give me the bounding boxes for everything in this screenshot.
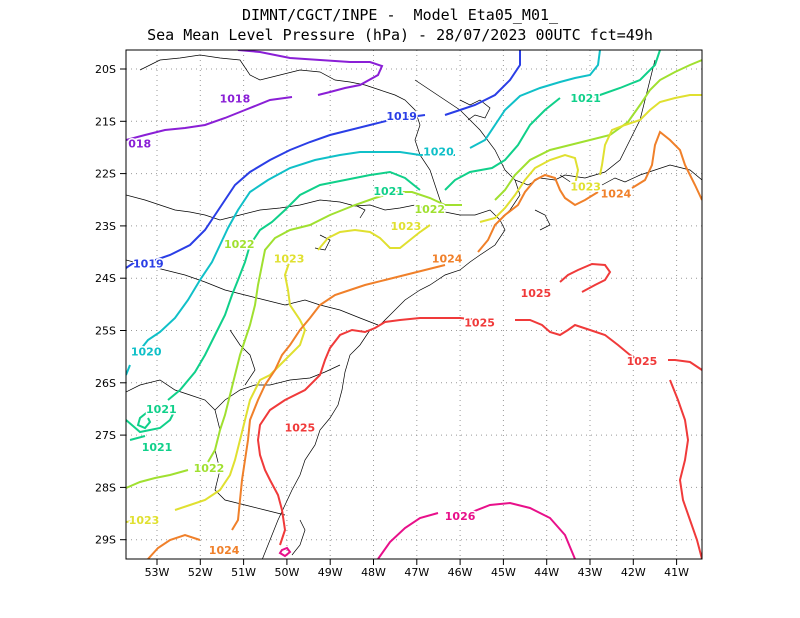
plot-background: [126, 50, 702, 559]
lat-tick-label: 26S: [95, 377, 116, 390]
isobar-label: 1022: [414, 203, 445, 216]
lat-tick-label: 23S: [95, 220, 116, 233]
isobar-label: 1023: [570, 181, 601, 194]
isobar-label: 1025: [627, 355, 658, 368]
isobar-label: 1018: [220, 92, 251, 105]
isobar-label: 1021: [570, 92, 601, 105]
isobar-label: 1020: [131, 345, 162, 358]
isobar-label: 1022: [194, 462, 225, 475]
lon-tick-label: 44W: [534, 566, 559, 579]
isobar-label: 1022: [224, 238, 255, 251]
isobar-1025: [256, 262, 702, 559]
isobar-label: 1024: [601, 187, 632, 200]
lon-tick-label: 47W: [404, 566, 429, 579]
contour-labels: 1018 018 1019 1019 1020 1020 1021 1021 1021 1021 1…: [127, 90, 659, 558]
lat-tick-label: 20S: [95, 63, 116, 76]
isobar-1020: [126, 50, 601, 376]
isobar-label: 1023: [391, 220, 422, 233]
isobar-1018: [126, 50, 384, 141]
isobar-label: 1019: [133, 258, 164, 271]
isobar-1023: [126, 94, 702, 523]
axis-ticks: 53W 52W 51W 50W 49W 48W 47W 46W 45W 44W 43W 42W 41W 2…: [95, 63, 689, 579]
lat-tick-label: 21S: [95, 115, 116, 128]
lat-tick-label: 22S: [95, 168, 116, 181]
lon-tick-label: 49W: [318, 566, 343, 579]
lon-tick-label: 42W: [621, 566, 646, 579]
isobar-label: 1021: [373, 185, 404, 198]
isobar-label: 1023: [274, 252, 305, 265]
lat-tick-label: 28S: [95, 481, 116, 494]
isobar-label: 018: [128, 137, 151, 150]
isobar-label: 1025: [464, 317, 495, 330]
isobar-label: 1025: [285, 421, 316, 434]
lon-tick-label: 46W: [448, 566, 473, 579]
map-subtitle: Sea Mean Level Pressure (hPa) - 28/07/20…: [147, 26, 653, 44]
lat-tick-label: 24S: [95, 272, 116, 285]
lon-tick-label: 53W: [145, 566, 170, 579]
isobar-label: 1024: [432, 252, 463, 265]
isobar-1021: [126, 50, 661, 441]
isobar-label: 1021: [142, 441, 173, 454]
isobar-1024: [147, 130, 702, 559]
lat-tick-label: 25S: [95, 325, 116, 338]
isobar-label: 1023: [129, 514, 160, 527]
isobar-label: 1026: [445, 510, 476, 523]
isobar-label: 1019: [386, 110, 417, 123]
lon-tick-label: 48W: [361, 566, 386, 579]
lon-tick-label: 45W: [491, 566, 516, 579]
lon-tick-label: 41W: [664, 566, 689, 579]
plot-frame: [125, 49, 703, 560]
lon-tick-label: 51W: [231, 566, 256, 579]
isobar-1026: [278, 501, 576, 559]
isobar-1019: [126, 50, 521, 269]
lat-tick-label: 29S: [95, 534, 116, 547]
isobar-label: 1020: [423, 146, 454, 159]
lon-tick-label: 50W: [274, 566, 299, 579]
isobar-label: 1024: [209, 544, 240, 557]
isobar-label: 1021: [146, 403, 177, 416]
lat-tick-label: 27S: [95, 429, 116, 442]
lon-tick-label: 43W: [578, 566, 603, 579]
map-title: DIMNT/CGCT/INPE - Model Eta05_M01_: [241, 6, 559, 24]
lon-tick-label: 52W: [188, 566, 213, 579]
isobar-label: 1025: [521, 287, 552, 300]
